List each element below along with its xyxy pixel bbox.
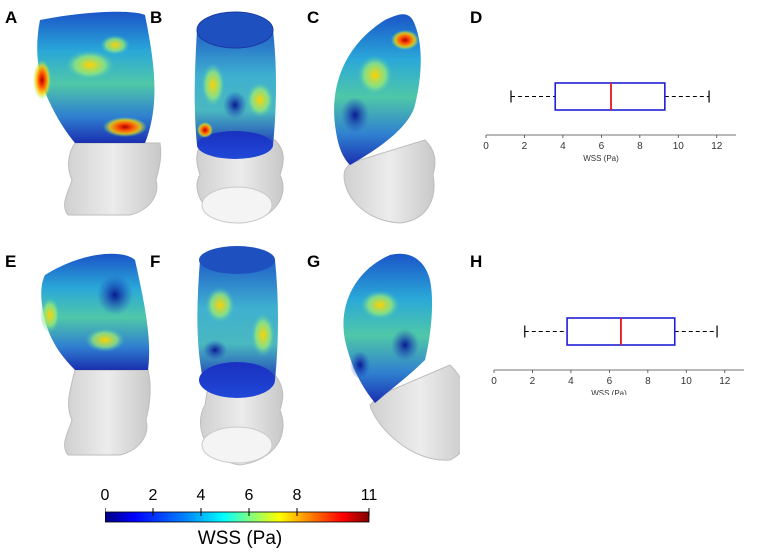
- colorbar-tick-label-2: 4: [196, 487, 206, 504]
- aorta-view-e: [40, 253, 151, 456]
- boxplot-d-box: [554, 82, 666, 111]
- colorbar-tick-label-4: 8: [292, 487, 302, 504]
- boxplot-d-tick-label-2: 4: [560, 141, 566, 152]
- colorbar-title: WSS (Pa): [197, 528, 283, 549]
- boxplot-d: 0 2 4 6 8 10 12 WSS (Pa): [483, 82, 736, 163]
- boxplot-d-tick-label-5: 10: [673, 141, 685, 152]
- colorbar-tick-label-3: 6: [244, 487, 254, 504]
- boxplot-h-x-label: WSS (Pa): [591, 389, 627, 395]
- boxplot-d-tick-label-6: 12: [711, 141, 723, 152]
- boxplot-d-tick-label-3: 6: [599, 141, 605, 152]
- panel-label-d: D: [470, 8, 483, 27]
- boxplot-h-tick-label-4: 8: [645, 376, 651, 387]
- aorta-view-b: [194, 11, 284, 224]
- boxplot-h-tick-label-5: 10: [681, 376, 693, 387]
- panel-label-g: G: [307, 252, 321, 271]
- panel-label-e: E: [5, 252, 17, 271]
- boxplot-h-tick-label-2: 4: [568, 376, 574, 387]
- aorta-view-a: [33, 11, 162, 216]
- boxplot-d-x-label: WSS (Pa): [583, 154, 619, 163]
- hotspot-a1: [33, 60, 51, 100]
- colorbar-gradient: [105, 508, 370, 523]
- boxplot-d-tick-label-1: 2: [522, 141, 528, 152]
- panel-label-f: F: [150, 252, 161, 271]
- boxplot-h-tick-label-6: 12: [719, 376, 731, 387]
- panel-label-c: C: [307, 8, 320, 27]
- hotspot-a2: [103, 117, 147, 137]
- boxplot-h-tick-label-1: 2: [530, 376, 536, 387]
- colorbar-tick-label-0: 0: [100, 487, 110, 504]
- boxplot-h-tick-label-3: 6: [607, 376, 613, 387]
- aorta-view-f: [197, 246, 284, 466]
- wss-colorbar: 0 2 4 6 8 11 WSS (Pa): [90, 487, 390, 549]
- aorta-view-g: [343, 253, 460, 461]
- boxplot-d-tick-label-0: 0: [483, 141, 489, 152]
- colorbar-tick-label-5: 11: [360, 487, 378, 504]
- boxplot-h: 0 2 4 6 8 10 12 WSS (Pa): [491, 317, 744, 395]
- boxplot-h-tick-label-0: 0: [491, 376, 497, 387]
- panel-label-h: H: [470, 252, 483, 271]
- aorta-view-c: [334, 14, 436, 224]
- boxplot-d-tick-label-4: 8: [637, 141, 643, 152]
- panel-label-a: A: [5, 8, 18, 27]
- colorbar-tick-label-1: 2: [148, 487, 158, 504]
- panel-label-b: B: [150, 8, 163, 27]
